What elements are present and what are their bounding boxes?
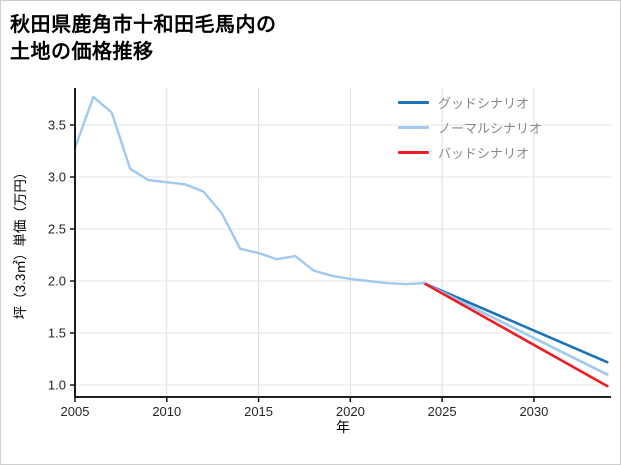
legend: グッドシナリオ ノーマルシナリオ バッドシナリオ	[398, 90, 542, 165]
y-tick-label: 2.5	[48, 222, 66, 237]
x-tick-label: 2025	[428, 404, 457, 419]
series-good-scenario	[422, 281, 609, 364]
series-bad-scenario	[422, 281, 609, 388]
page-title: 秋田県鹿角市十和田毛馬内の 土地の価格推移	[10, 12, 277, 66]
y-tick-label: 1.5	[48, 326, 66, 341]
y-axis-label: 坪（3.3㎡）単価（万円）	[13, 166, 28, 320]
legend-label-normal: ノーマルシナリオ	[438, 121, 543, 136]
x-tick-label: 2020	[336, 404, 365, 419]
legend-item-good-scenario: グッドシナリオ	[398, 90, 542, 115]
legend-swatch-bad	[398, 151, 429, 154]
x-tick-label: 2030	[519, 404, 548, 419]
legend-item-normal-scenario: ノーマルシナリオ	[398, 115, 542, 140]
series-normal-scenario	[422, 281, 609, 376]
y-tick-label: 2.0	[48, 274, 66, 289]
title-line-1: 秋田県鹿角市十和田毛馬内の	[10, 14, 277, 36]
x-tick-label: 2010	[152, 404, 181, 419]
title-line-2: 土地の価格推移	[10, 41, 154, 63]
y-tick-label: 3.5	[48, 118, 66, 133]
x-axis-label: 年	[336, 419, 350, 435]
y-tick-label: 1.0	[48, 378, 66, 393]
legend-item-bad-scenario: バッドシナリオ	[398, 140, 542, 165]
legend-label-good: グッドシナリオ	[438, 96, 530, 111]
legend-swatch-normal	[398, 126, 429, 129]
y-tick-label: 3.0	[48, 170, 66, 185]
legend-swatch-good	[398, 101, 429, 104]
x-tick-label: 2005	[61, 404, 90, 419]
legend-label-bad: バッドシナリオ	[438, 146, 530, 161]
series-historical	[73, 95, 425, 286]
x-tick-label: 2015	[244, 404, 273, 419]
